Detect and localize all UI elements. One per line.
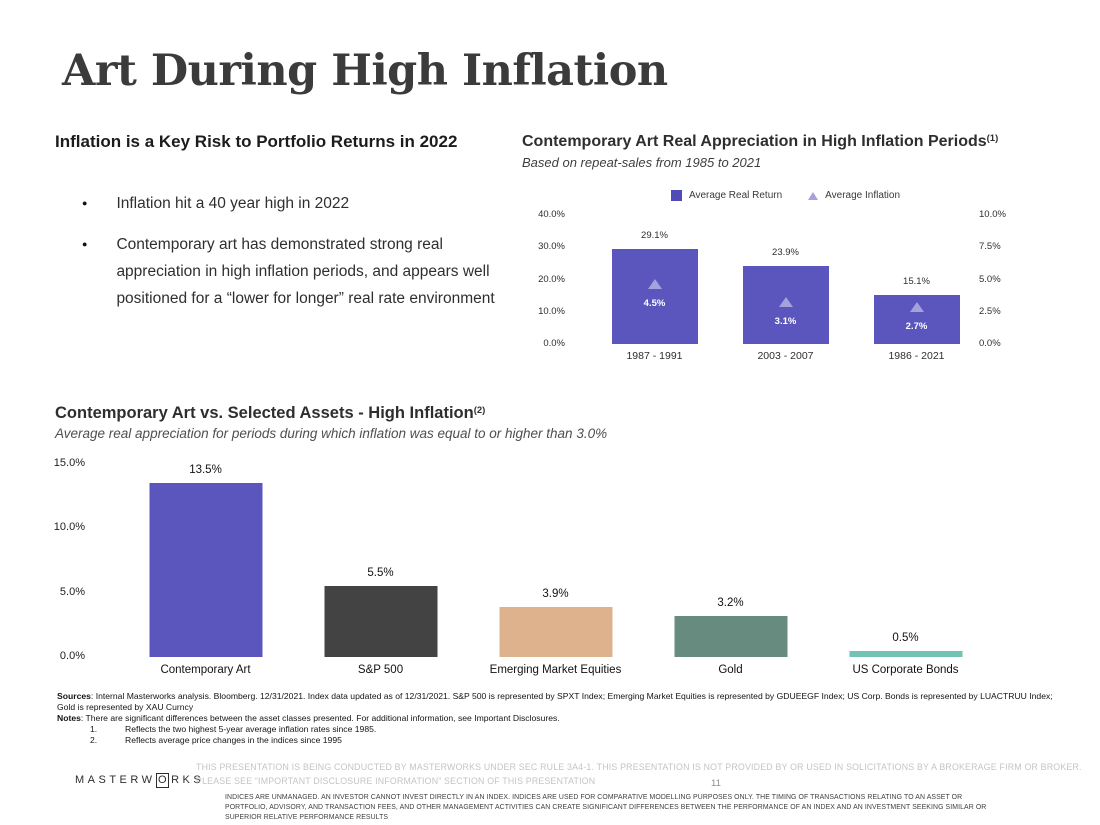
bottom-chart-y-axis: 15.0% 10.0% 5.0% 0.0%: [40, 457, 85, 663]
inflation-value-label: 2.7%: [905, 320, 928, 332]
bullet-item: ● Contemporary art has demonstrated stro…: [82, 231, 517, 312]
masterworks-logo: MASTERW O RKS: [75, 773, 204, 788]
top-chart-slot: 29.1% 4.5% 1987 - 1991: [589, 214, 720, 362]
bullet-item: ● Inflation hit a 40 year high in 2022: [82, 190, 517, 217]
bottom-chart-category-label: Gold: [718, 664, 743, 676]
bottom-chart-slot: 13.5% Contemporary Art: [118, 464, 293, 676]
asset-value-label: 13.5%: [189, 464, 222, 477]
top-chart-title: Contemporary Art Real Appreciation in Hi…: [522, 133, 998, 151]
logo-boxed-o-icon: O: [155, 773, 170, 788]
y-axis-tick-label: 5.0%: [59, 585, 85, 598]
bullet-icon: ●: [82, 239, 88, 249]
y-axis-tick-label: 15.0%: [53, 457, 85, 469]
disclosure-secondary: INDICES ARE UNMANAGED. AN INVESTOR CANNO…: [225, 794, 987, 821]
bottom-chart-plot: 13.5% Contemporary Art 5.5% S&P 500 3.9% Emer…: [118, 464, 993, 676]
left-axis-tick-label: 0.0%: [543, 338, 565, 349]
bottom-chart-category-label: S&P 500: [357, 664, 404, 676]
inflation-value-label: 4.5%: [643, 297, 666, 309]
bottom-chart-category-label: US Corporate Bonds: [852, 664, 959, 676]
real-return-bar: [611, 249, 698, 344]
bottom-chart-footnote-ref: (2): [473, 405, 486, 416]
logo-text-prefix: MASTERW: [75, 774, 156, 786]
page-title: Art During High Inflation: [62, 46, 668, 96]
left-axis-tick-label: 20.0%: [538, 273, 565, 285]
left-axis-tick-label: 40.0%: [538, 209, 565, 220]
right-axis-tick-label: 10.0%: [979, 209, 1006, 220]
bottom-chart-slot: 3.2% Gold: [643, 464, 818, 676]
asset-bar: [324, 586, 437, 657]
top-chart-right-axis: 10.0% 7.5% 5.0% 2.5% 0.0%: [979, 208, 1024, 350]
footnote-number: 2.: [90, 735, 98, 745]
real-return-value-label: 23.9%: [772, 247, 799, 259]
left-axis-tick-label: 10.0%: [538, 305, 565, 317]
bullet-icon: ●: [82, 198, 88, 208]
legend-item-real-return: Average Real Return: [670, 190, 783, 201]
top-chart-slot: 23.9% 3.1% 2003 - 2007: [720, 214, 851, 362]
asset-bar: [499, 606, 612, 657]
bullet-text: Inflation hit a 40 year high in 2022: [116, 195, 350, 212]
asset-value-label: 0.5%: [892, 631, 919, 644]
bottom-chart-title: Contemporary Art vs. Selected Assets - H…: [55, 404, 485, 423]
sources-line: Sources: Internal Masterworks analysis. …: [57, 691, 1062, 713]
asset-value-label: 3.9%: [542, 587, 569, 600]
y-axis-tick-label: 0.0%: [59, 649, 85, 662]
top-chart-legend: Average Real Return Average Inflation: [589, 190, 982, 201]
square-marker-icon: [670, 190, 682, 201]
top-chart-slot: 15.1% 2.7% 1986 - 2021: [851, 214, 982, 362]
asset-value-label: 5.5%: [367, 567, 394, 580]
left-section-heading: Inflation is a Key Risk to Portfolio Ret…: [55, 132, 458, 151]
inflation-triangle-icon: [909, 301, 924, 312]
footnote-text: Reflects the two highest 5-year average …: [125, 724, 377, 734]
disclosure-primary: THIS PRESENTATION IS BEING CONDUCTED BY …: [196, 762, 1082, 786]
top-chart-category-label: 2003 - 2007: [757, 350, 814, 362]
top-chart-subtitle: Based on repeat-sales from 1985 to 2021: [522, 155, 762, 170]
top-chart-category-label: 1986 - 2021: [888, 350, 945, 362]
real-return-value-label: 15.1%: [903, 275, 930, 287]
left-axis-tick-label: 30.0%: [538, 241, 565, 253]
top-chart-plot: 29.1% 4.5% 1987 - 1991 23.9% 3.1% 2003 - 2007…: [589, 214, 982, 362]
bottom-chart-title-text: Contemporary Art vs. Selected Assets - H…: [55, 404, 474, 422]
footnote-text: Reflects average price changes in the in…: [125, 735, 342, 745]
footnotes-block: Sources: Internal Masterworks analysis. …: [57, 691, 1062, 746]
y-axis-tick-label: 10.0%: [53, 521, 85, 534]
footnote-item: 1. Reflects the two highest 5-year avera…: [57, 724, 1062, 735]
footnote-number: 1.: [90, 724, 98, 734]
top-chart-footnote-ref: (1): [986, 133, 999, 144]
notes-line: Notes: There are significant differences…: [57, 713, 1062, 724]
bottom-chart-slot: 3.9% Emerging Market Equities: [468, 464, 643, 676]
right-axis-tick-label: 0.0%: [979, 338, 1001, 349]
logo-text-suffix: RKS: [171, 774, 205, 786]
asset-value-label: 3.2%: [717, 596, 744, 609]
bottom-chart-slot: 0.5% US Corporate Bonds: [818, 464, 993, 676]
right-axis-tick-label: 7.5%: [979, 241, 1001, 253]
right-axis-tick-label: 2.5%: [979, 305, 1001, 317]
sources-label: Sources: [57, 691, 91, 701]
legend-label: Average Inflation: [825, 190, 901, 201]
inflation-triangle-icon: [778, 296, 793, 307]
sources-text: : Internal Masterworks analysis. Bloombe…: [57, 691, 1053, 712]
inflation-value-label: 3.1%: [774, 315, 797, 327]
notes-label: Notes: [57, 713, 81, 723]
top-chart-category-label: 1987 - 1991: [626, 350, 683, 362]
right-axis-tick-label: 5.0%: [979, 273, 1001, 285]
asset-bar: [849, 650, 962, 657]
page-number: 11: [711, 778, 721, 789]
top-chart-title-text: Contemporary Art Real Appreciation in Hi…: [522, 133, 987, 150]
bottom-chart-category-label: Contemporary Art: [160, 664, 251, 676]
bottom-chart-category-label: Emerging Market Equities: [489, 664, 622, 676]
footnote-item: 2. Reflects average price changes in the…: [57, 735, 1062, 746]
legend-label: Average Real Return: [688, 190, 783, 201]
asset-bar: [674, 615, 787, 657]
legend-item-inflation: Average Inflation: [808, 190, 900, 201]
bottom-chart-subtitle: Average real appreciation for periods du…: [55, 426, 608, 441]
bullet-list: ● Inflation hit a 40 year high in 2022 ●…: [82, 190, 517, 326]
bottom-chart-slot: 5.5% S&P 500: [293, 464, 468, 676]
inflation-triangle-icon: [647, 278, 662, 289]
bullet-text: Contemporary art has demonstrated strong…: [116, 236, 495, 307]
top-chart-left-axis: 40.0% 30.0% 20.0% 10.0% 0.0%: [520, 208, 565, 350]
real-return-value-label: 29.1%: [641, 230, 668, 242]
triangle-marker-icon: [808, 191, 819, 200]
asset-bar: [149, 483, 262, 657]
notes-text: : There are significant differences betw…: [80, 713, 560, 723]
